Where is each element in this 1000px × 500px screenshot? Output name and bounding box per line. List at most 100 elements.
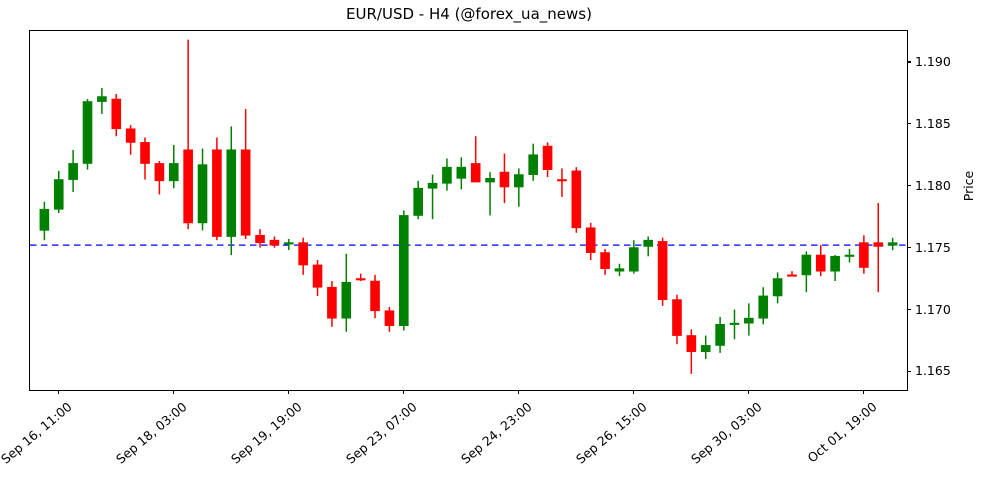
candle-body	[801, 254, 812, 276]
candlestick	[68, 149, 78, 192]
plot-area	[29, 30, 908, 391]
y-tick-label: 1.165	[915, 363, 951, 379]
candlestick	[327, 281, 337, 327]
candlestick	[772, 272, 783, 304]
x-tick-label: Sep 26, 15:00	[572, 399, 650, 467]
candlestick	[787, 271, 797, 277]
candle-body	[729, 322, 740, 325]
x-tick-mark	[173, 390, 175, 394]
candle-body	[571, 170, 582, 229]
x-tick-label: Sep 23, 07:00	[342, 399, 420, 467]
candlestick	[283, 238, 294, 251]
candlestick	[154, 160, 165, 195]
candle-body	[68, 163, 78, 180]
candlestick	[844, 248, 855, 263]
x-tick-label: Oct 01, 19:00	[804, 399, 880, 466]
candlestick	[600, 248, 610, 275]
candle-body	[370, 280, 380, 312]
y-axis-label: Price	[961, 170, 976, 202]
candle-body	[384, 310, 395, 326]
candle-body	[456, 166, 467, 179]
candle-body	[226, 149, 237, 237]
x-tick-mark	[863, 390, 865, 394]
x-tick-mark	[748, 390, 750, 394]
candle-body	[240, 149, 251, 236]
candle-body	[427, 182, 438, 189]
candle-body	[298, 242, 308, 266]
candle-body	[111, 98, 122, 130]
candlestick	[528, 143, 539, 181]
candle-body	[154, 163, 165, 182]
x-tick-label: Sep 30, 03:00	[687, 399, 765, 467]
candle-body	[140, 142, 150, 164]
candle-body	[585, 227, 596, 253]
candlestick	[729, 309, 740, 340]
candlestick	[398, 210, 409, 331]
candle-body	[686, 335, 697, 352]
candle-body	[499, 171, 510, 188]
candlestick	[226, 126, 237, 256]
y-tick-mark	[907, 185, 911, 187]
candlestick-series	[30, 39, 907, 374]
candle-body	[600, 252, 610, 270]
x-tick-mark	[58, 390, 60, 394]
candle-body	[542, 145, 553, 170]
y-tick-label: 1.185	[915, 115, 951, 131]
chart-title: EUR/USD - H4 (@forex_ua_news)	[346, 5, 592, 23]
candlestick	[585, 222, 596, 261]
candlestick	[413, 180, 423, 220]
candlestick	[830, 255, 840, 282]
candlestick	[686, 329, 697, 374]
candlestick	[140, 137, 150, 180]
candle-body	[715, 324, 725, 346]
candlestick	[240, 108, 251, 239]
candle-body	[744, 317, 754, 324]
candlestick	[341, 253, 352, 332]
candlestick	[442, 158, 452, 191]
candle-body	[255, 234, 265, 244]
candlestick	[197, 148, 208, 231]
candlestick	[700, 335, 711, 360]
candlestick	[571, 167, 582, 233]
candle-body	[557, 179, 567, 182]
x-tick-mark	[518, 390, 520, 394]
candlestick	[715, 316, 725, 353]
candle-body	[413, 187, 423, 216]
candlestick	[499, 153, 510, 204]
candlestick	[298, 237, 308, 275]
candlestick	[111, 94, 122, 137]
candlestick	[657, 237, 668, 306]
candlestick	[859, 235, 869, 274]
candlestick	[514, 168, 524, 207]
candlestick	[97, 87, 107, 114]
candlestick	[269, 236, 280, 248]
candle-body	[787, 274, 797, 277]
candle-body	[398, 215, 409, 326]
candle-body	[82, 101, 93, 164]
candle-body	[197, 164, 208, 224]
candlestick	[255, 229, 265, 248]
y-tick-label: 1.175	[915, 239, 951, 255]
candle-body	[887, 242, 898, 246]
candlestick	[614, 263, 625, 277]
candle-body	[672, 299, 682, 336]
candlestick	[672, 294, 682, 345]
candle-body	[485, 177, 495, 183]
candle-body	[53, 179, 64, 210]
candle-body	[873, 242, 884, 247]
candlestick	[485, 172, 495, 216]
candle-body	[341, 281, 352, 319]
candlestick	[355, 273, 366, 282]
y-tick-mark	[907, 61, 911, 63]
candlestick	[887, 237, 898, 251]
x-tick-mark	[288, 390, 290, 394]
candle-body	[39, 208, 50, 231]
candle-body	[815, 254, 826, 272]
candlestick	[744, 303, 754, 336]
x-tick-label: Sep 19, 19:00	[227, 399, 305, 467]
candle-body	[830, 255, 840, 272]
candlestick	[557, 168, 567, 197]
candle-body	[514, 174, 524, 188]
candle-body	[355, 278, 366, 281]
candle-body	[470, 163, 481, 183]
